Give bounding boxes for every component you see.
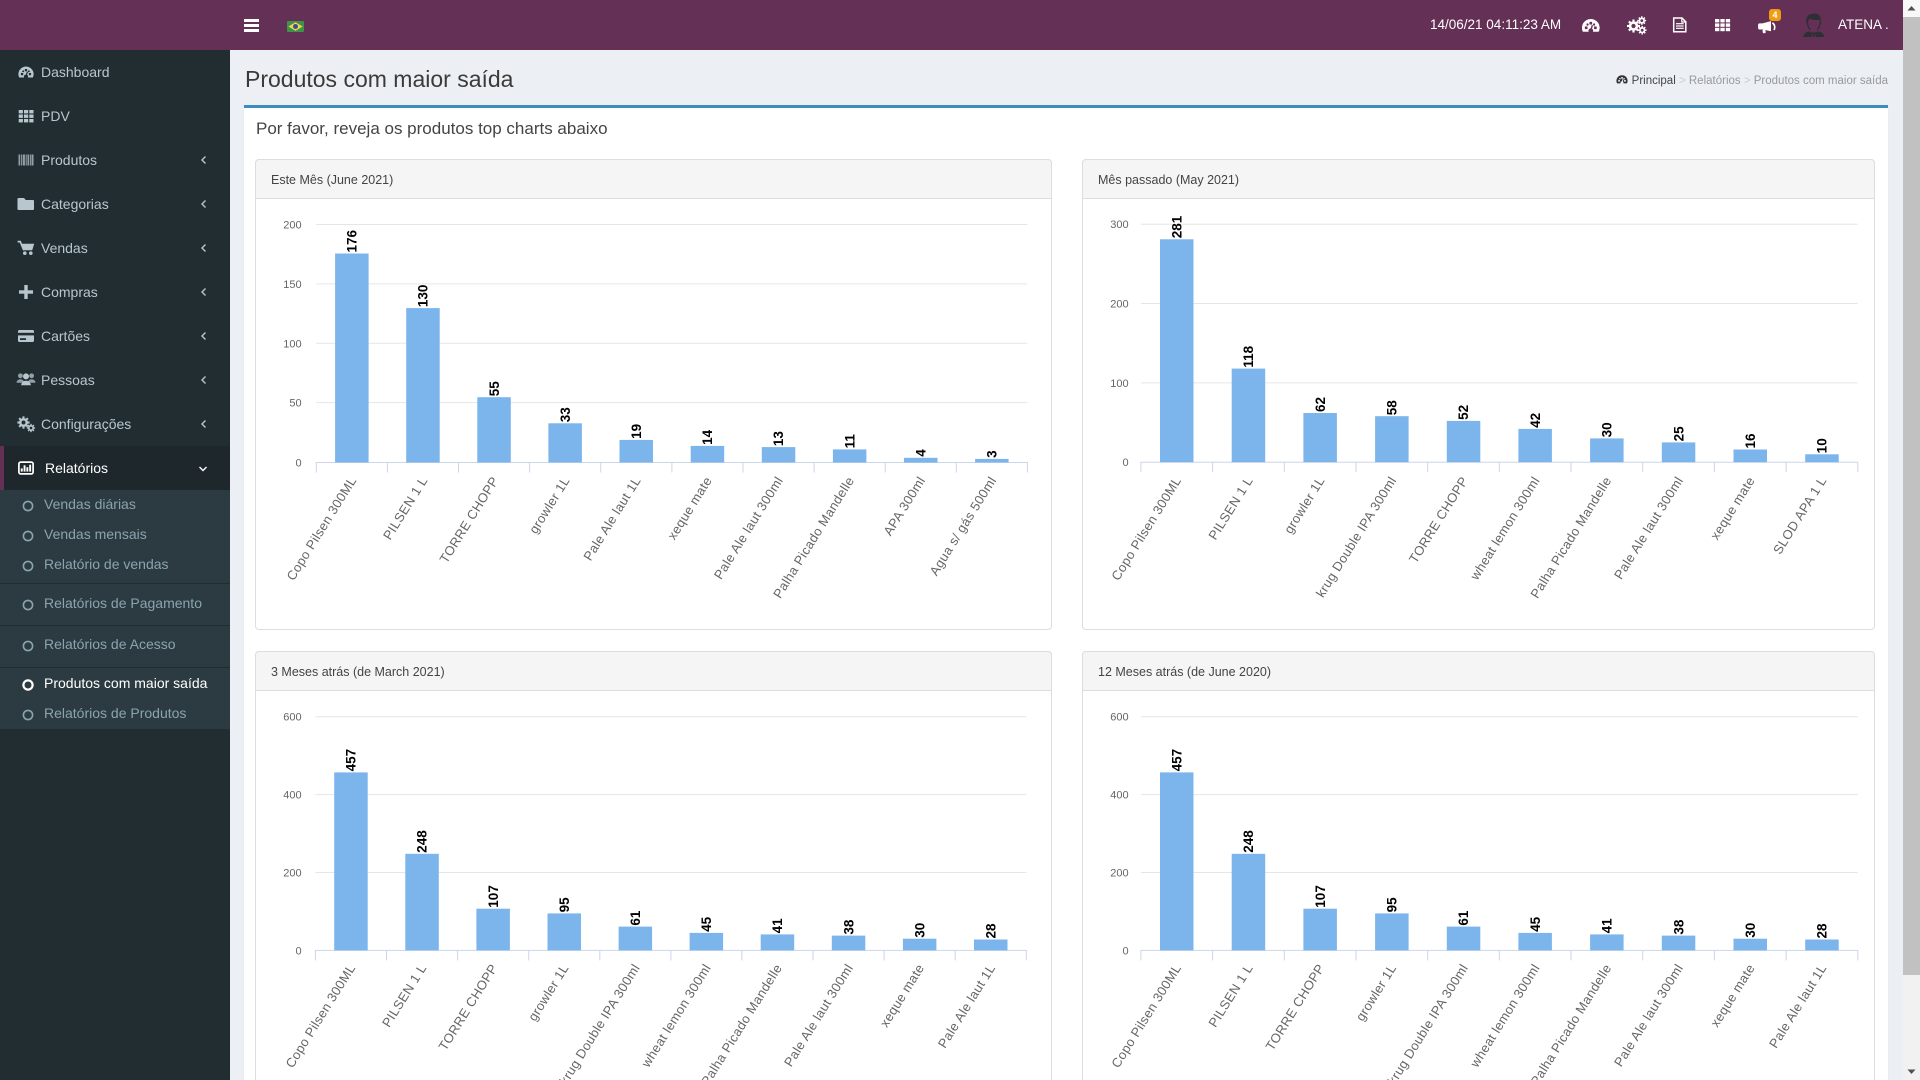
svg-text:wheat lemon 300ml: wheat lemon 300ml bbox=[1467, 961, 1543, 1070]
svg-text:28: 28 bbox=[984, 923, 999, 939]
svg-text:400: 400 bbox=[283, 790, 301, 802]
svg-text:200: 200 bbox=[1110, 868, 1128, 880]
svg-text:krug Double IPA 300ml: krug Double IPA 300ml bbox=[556, 961, 643, 1080]
svg-text:Pale Ale laut 1L: Pale Ale laut 1L bbox=[580, 474, 644, 563]
svg-text:xeque mate: xeque mate bbox=[664, 474, 715, 543]
svg-text:xeque mate: xeque mate bbox=[1707, 474, 1758, 543]
svg-text:wheat lemon 300ml: wheat lemon 300ml bbox=[638, 961, 714, 1070]
svg-text:PILSEN 1 L: PILSEN 1 L bbox=[1205, 961, 1256, 1030]
svg-text:42: 42 bbox=[1528, 413, 1543, 428]
svg-text:118: 118 bbox=[1241, 345, 1256, 367]
svg-text:TORRE CHOPP: TORRE CHOPP bbox=[1262, 961, 1327, 1053]
svg-text:xeque mate: xeque mate bbox=[1707, 961, 1758, 1030]
svg-text:95: 95 bbox=[557, 897, 572, 913]
svg-text:TORRE CHOPP: TORRE CHOPP bbox=[1406, 474, 1471, 566]
svg-text:Pale Ale laut 300ml: Pale Ale laut 300ml bbox=[711, 474, 786, 582]
svg-text:PILSEN 1 L: PILSEN 1 L bbox=[1205, 474, 1256, 543]
svg-text:0: 0 bbox=[1122, 457, 1128, 469]
svg-text:13: 13 bbox=[771, 431, 786, 447]
svg-text:APA 300ml: APA 300ml bbox=[880, 474, 928, 538]
svg-text:11: 11 bbox=[842, 434, 857, 449]
svg-text:16: 16 bbox=[1743, 433, 1758, 449]
svg-text:45: 45 bbox=[1528, 916, 1543, 932]
svg-text:0: 0 bbox=[295, 945, 301, 957]
svg-text:3: 3 bbox=[985, 450, 1000, 458]
svg-text:281: 281 bbox=[1169, 215, 1184, 238]
svg-text:Palha Picado Mandelle: Palha Picado Mandelle bbox=[770, 474, 857, 601]
svg-text:107: 107 bbox=[486, 885, 501, 908]
svg-text:58: 58 bbox=[1385, 400, 1400, 416]
svg-text:Copo Pilsen 300ML: Copo Pilsen 300ML bbox=[1108, 961, 1184, 1070]
svg-text:248: 248 bbox=[415, 830, 430, 853]
svg-text:107: 107 bbox=[1313, 885, 1328, 908]
svg-text:wheat lemon 300ml: wheat lemon 300ml bbox=[1467, 474, 1543, 583]
svg-text:457: 457 bbox=[344, 749, 359, 772]
svg-text:Agua s/ gás 500ml: Agua s/ gás 500ml bbox=[926, 474, 999, 578]
svg-text:600: 600 bbox=[1110, 712, 1128, 724]
svg-text:600: 600 bbox=[283, 712, 301, 724]
svg-text:41: 41 bbox=[770, 918, 785, 934]
svg-text:30: 30 bbox=[1600, 422, 1615, 437]
svg-text:krug Double IPA 300ml: krug Double IPA 300ml bbox=[1313, 474, 1400, 600]
svg-text:61: 61 bbox=[1456, 910, 1471, 926]
svg-text:growler 1L: growler 1L bbox=[525, 961, 572, 1023]
svg-text:0: 0 bbox=[295, 458, 301, 470]
svg-text:33: 33 bbox=[558, 407, 573, 423]
svg-text:TORRE CHOPP: TORRE CHOPP bbox=[436, 474, 501, 566]
svg-text:300: 300 bbox=[1110, 219, 1128, 231]
svg-text:55: 55 bbox=[487, 381, 502, 397]
svg-text:Palha Picado Mandelle: Palha Picado Mandelle bbox=[698, 961, 785, 1080]
svg-text:457: 457 bbox=[1169, 749, 1184, 772]
svg-text:30: 30 bbox=[912, 923, 927, 938]
svg-text:400: 400 bbox=[1110, 790, 1128, 802]
svg-text:50: 50 bbox=[289, 398, 301, 410]
svg-text:PILSEN 1 L: PILSEN 1 L bbox=[379, 961, 430, 1030]
svg-text:Pale Ale laut 300ml: Pale Ale laut 300ml bbox=[781, 961, 856, 1069]
svg-text:200: 200 bbox=[1110, 299, 1128, 311]
svg-text:38: 38 bbox=[841, 919, 856, 935]
svg-text:Palha Picado Mandelle: Palha Picado Mandelle bbox=[1527, 474, 1614, 601]
svg-text:200: 200 bbox=[283, 220, 301, 232]
svg-text:25: 25 bbox=[1671, 426, 1686, 442]
svg-text:SLOD APA 1 L: SLOD APA 1 L bbox=[1770, 474, 1830, 557]
svg-text:61: 61 bbox=[628, 910, 643, 926]
svg-text:100: 100 bbox=[1110, 378, 1128, 390]
svg-text:248: 248 bbox=[1241, 830, 1256, 853]
svg-text:45: 45 bbox=[699, 916, 714, 932]
svg-text:28: 28 bbox=[1815, 923, 1830, 939]
svg-text:Palha Picado Mandelle: Palha Picado Mandelle bbox=[1527, 961, 1614, 1080]
svg-text:41: 41 bbox=[1600, 918, 1615, 934]
svg-text:0: 0 bbox=[1122, 945, 1128, 957]
svg-text:4: 4 bbox=[913, 449, 928, 457]
svg-text:100: 100 bbox=[283, 338, 301, 350]
svg-text:200: 200 bbox=[283, 868, 301, 880]
svg-text:TORRE CHOPP: TORRE CHOPP bbox=[435, 961, 500, 1053]
svg-text:95: 95 bbox=[1385, 897, 1400, 913]
svg-text:growler 1L: growler 1L bbox=[1353, 961, 1400, 1023]
svg-text:growler 1L: growler 1L bbox=[526, 474, 573, 536]
svg-text:growler 1L: growler 1L bbox=[1281, 474, 1328, 536]
svg-text:Pale Ale laut 300ml: Pale Ale laut 300ml bbox=[1611, 961, 1686, 1069]
svg-text:150: 150 bbox=[283, 279, 301, 291]
svg-text:62: 62 bbox=[1313, 397, 1328, 412]
svg-text:Pale Ale laut 1L: Pale Ale laut 1L bbox=[935, 961, 999, 1050]
svg-text:38: 38 bbox=[1671, 919, 1686, 935]
svg-text:19: 19 bbox=[629, 424, 644, 439]
svg-text:xeque mate: xeque mate bbox=[877, 961, 928, 1030]
svg-text:130: 130 bbox=[416, 285, 431, 308]
svg-text:30: 30 bbox=[1743, 923, 1758, 938]
svg-text:Pale Ale laut 1L: Pale Ale laut 1L bbox=[1766, 961, 1830, 1050]
svg-text:10: 10 bbox=[1815, 438, 1830, 453]
svg-text:krug Double IPA 300ml: krug Double IPA 300ml bbox=[1384, 961, 1471, 1080]
svg-text:Copo Pilsen 300ML: Copo Pilsen 300ML bbox=[1108, 474, 1184, 583]
svg-text:Pale Ale laut 300ml: Pale Ale laut 300ml bbox=[1611, 474, 1686, 582]
svg-text:PILSEN 1 L: PILSEN 1 L bbox=[380, 474, 431, 543]
svg-text:52: 52 bbox=[1456, 405, 1471, 420]
svg-text:Copo Pilsen 300ML: Copo Pilsen 300ML bbox=[283, 474, 359, 583]
svg-text:176: 176 bbox=[345, 229, 360, 252]
svg-text:Copo Pilsen 300ML: Copo Pilsen 300ML bbox=[282, 961, 358, 1070]
svg-text:14: 14 bbox=[700, 429, 715, 445]
